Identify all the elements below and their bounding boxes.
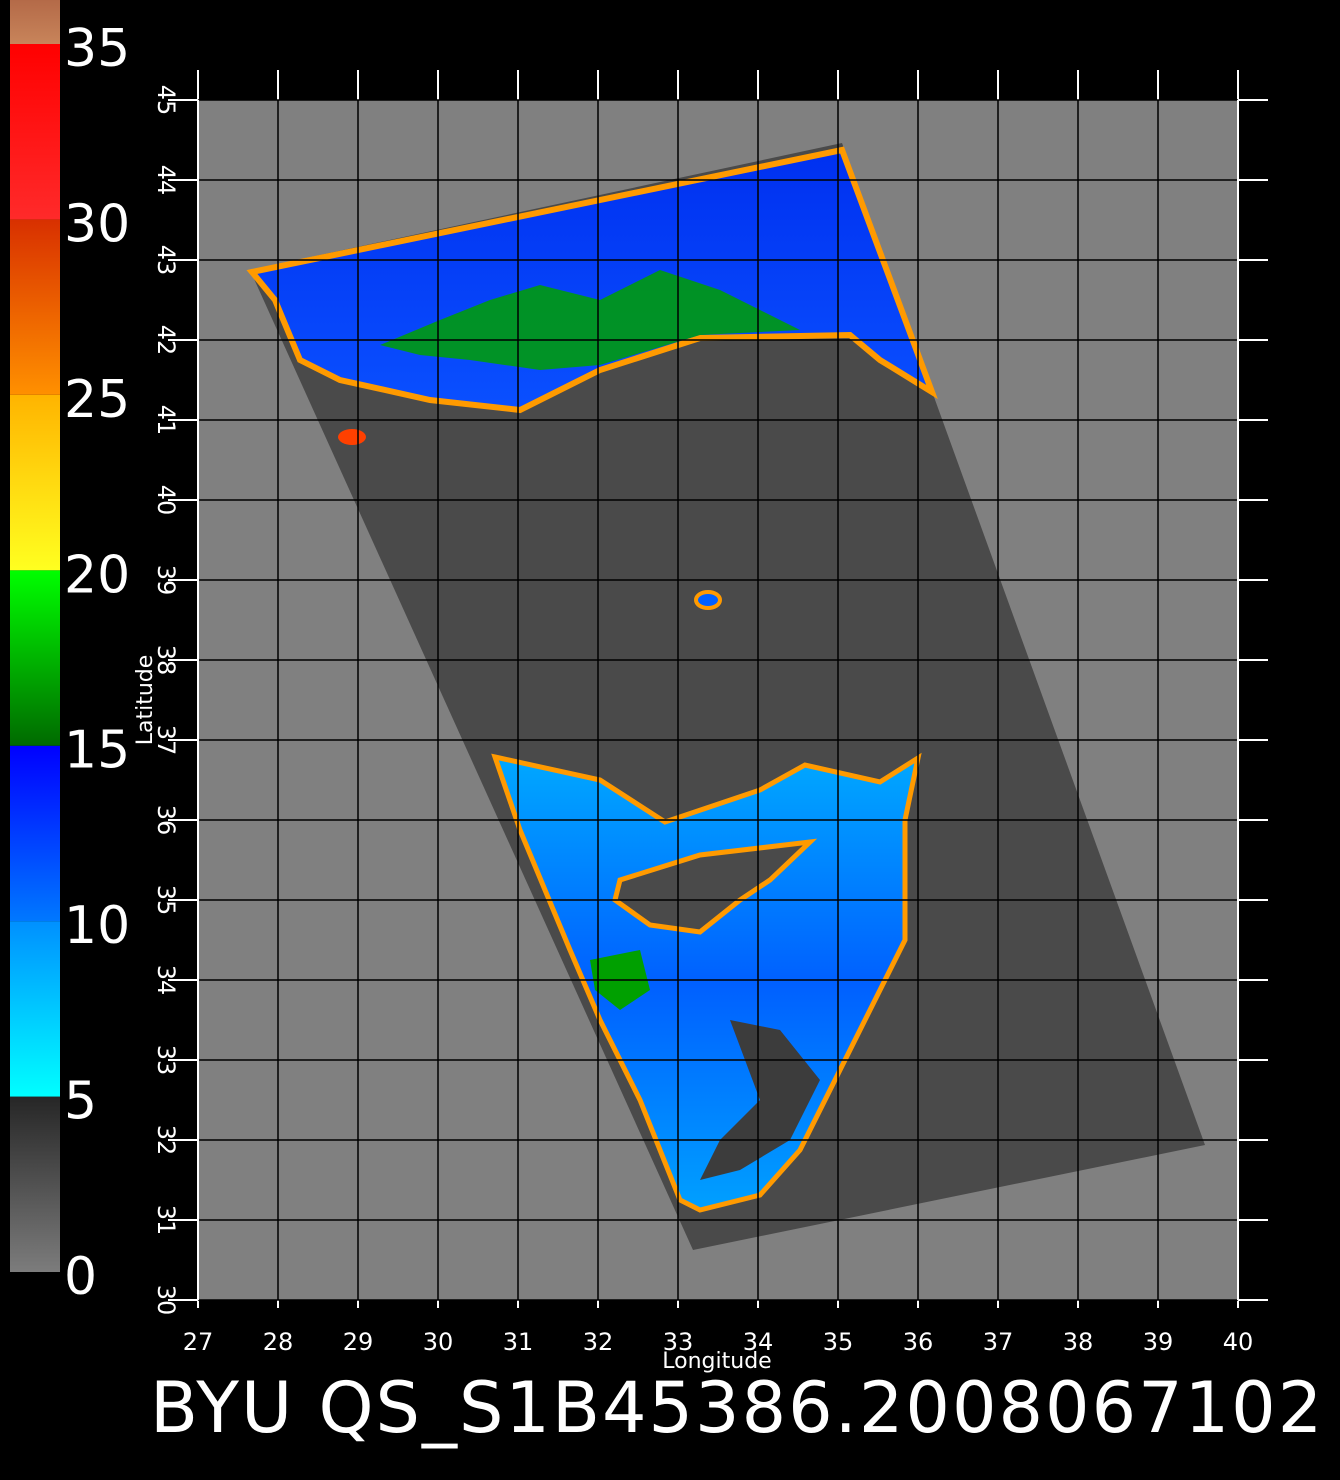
x-tick-label: 34 (743, 1328, 774, 1356)
y-tick-label: 33 (152, 1045, 180, 1076)
colorbar-label: 30 (64, 194, 130, 254)
x-tick-label: 40 (1223, 1328, 1254, 1356)
colorbar-segment (10, 394, 60, 571)
x-tick-label: 32 (583, 1328, 614, 1356)
y-tick-label: 42 (152, 325, 180, 356)
y-tick-label: 35 (152, 885, 180, 916)
colorbar-segment (10, 0, 60, 44)
x-tick-label: 29 (343, 1328, 374, 1356)
y-tick-label: 41 (152, 405, 180, 436)
y-tick-label: 31 (152, 1205, 180, 1236)
x-tick-label: 36 (903, 1328, 934, 1356)
mediterranean (491, 752, 922, 1213)
y-tick-label: 37 (152, 725, 180, 756)
x-tick-label: 37 (983, 1328, 1014, 1356)
x-tick-label: 38 (1063, 1328, 1094, 1356)
colorbar-segment (10, 745, 60, 922)
title: BYU QS_S1B45386.2008067102 (150, 1367, 1324, 1449)
x-tick-label: 35 (823, 1328, 854, 1356)
x-tick-label: 28 (263, 1328, 294, 1356)
y-tick-label: 43 (152, 245, 180, 276)
colorbar-segment (10, 44, 60, 220)
y-tick-label: 30 (152, 1285, 180, 1316)
colorbar-label: 25 (64, 370, 130, 430)
island (338, 429, 366, 445)
colorbar-label: 15 (64, 721, 130, 781)
y-tick-label: 32 (152, 1125, 180, 1156)
y-tick-label: 39 (152, 565, 180, 596)
x-tick-label: 33 (663, 1328, 694, 1356)
island (694, 590, 722, 610)
x-tick-label: 39 (1143, 1328, 1174, 1356)
colorbar-segment (10, 921, 60, 1097)
x-tick-label: 27 (183, 1328, 214, 1356)
colorbar-label: 35 (64, 19, 130, 79)
x-axis-label: Longitude (662, 1349, 771, 1374)
x-tick-label: 30 (423, 1328, 454, 1356)
colorbar-label: 20 (64, 545, 130, 605)
axes: 27 28 29 30 31 32 33 34 35 36 37 38 39 40 30 31 32 33 34 35… (152, 70, 1268, 1356)
colorbar-label: 0 (64, 1247, 97, 1307)
y-axis-label: Latitude (133, 655, 158, 746)
x-tick-label: 31 (503, 1328, 534, 1356)
colorbar-segment (10, 570, 60, 746)
y-tick-label: 36 (152, 805, 180, 836)
y-tick-label: 38 (152, 645, 180, 676)
colorbar-label: 10 (64, 896, 130, 956)
y-tick-label: 44 (152, 165, 180, 196)
colorbar-segment (10, 219, 60, 395)
y-tick-label: 34 (152, 965, 180, 996)
y-tick-label: 45 (152, 85, 180, 116)
sea-patch (380, 270, 800, 370)
colorbar-segment (10, 1096, 60, 1272)
colorbar-label: 5 (64, 1072, 97, 1132)
y-tick-label: 40 (152, 485, 180, 516)
